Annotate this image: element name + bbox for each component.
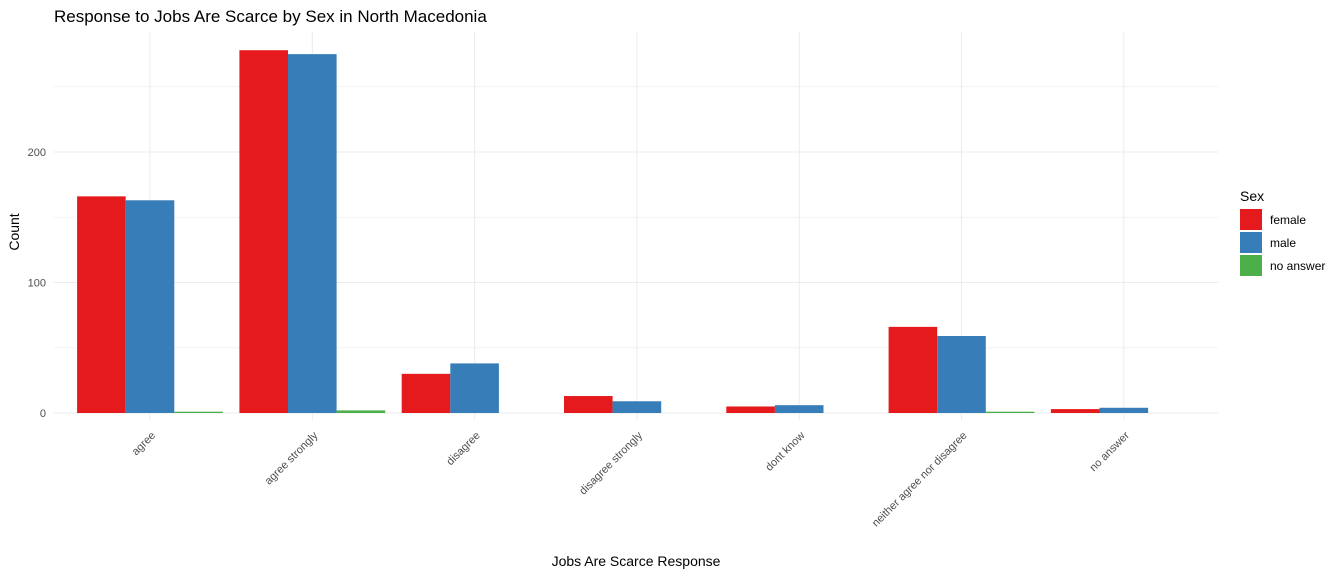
bar-male bbox=[1099, 407, 1149, 413]
chart-title: Response to Jobs Are Scarce by Sex in No… bbox=[54, 7, 487, 26]
bar-no-answer bbox=[174, 411, 223, 413]
y-axis-ticks: 0 100 200 bbox=[28, 147, 46, 420]
bar-female bbox=[401, 373, 451, 413]
bar-female bbox=[726, 406, 775, 413]
y-axis-title: Count bbox=[6, 213, 22, 250]
y-tick-label: 100 bbox=[28, 278, 46, 290]
bar-female bbox=[888, 326, 938, 413]
bar-male bbox=[288, 54, 337, 413]
y-tick-label: 200 bbox=[28, 147, 46, 159]
x-axis-ticks: agree agree strongly disagree disagree stro… bbox=[130, 429, 1132, 529]
legend-key-male bbox=[1240, 232, 1262, 253]
bar-female bbox=[1050, 409, 1100, 413]
x-tick-label: no answer bbox=[1088, 429, 1133, 474]
y-tick-label: 0 bbox=[40, 408, 46, 420]
legend-label: no answer bbox=[1270, 259, 1325, 273]
x-tick-label: disagree strongly bbox=[577, 429, 645, 497]
x-tick-label: agree bbox=[130, 430, 158, 458]
bar-male bbox=[450, 363, 499, 413]
bar-male bbox=[612, 401, 662, 413]
legend-items: female male no answer bbox=[1240, 209, 1325, 276]
bar-male bbox=[937, 336, 986, 413]
bar-male bbox=[774, 405, 824, 413]
legend-key-female bbox=[1240, 209, 1262, 230]
x-tick-label: neither agree nor disagree bbox=[870, 430, 970, 530]
x-tick-label: agree strongly bbox=[263, 429, 321, 487]
bar-female bbox=[77, 196, 126, 413]
bar-male bbox=[125, 200, 175, 413]
legend-key-no-answer bbox=[1240, 255, 1262, 276]
grid-lines bbox=[54, 32, 1218, 420]
bar-female bbox=[239, 50, 288, 414]
x-tick-label: dont know bbox=[763, 430, 807, 474]
x-axis-title: Jobs Are Scarce Response bbox=[552, 553, 721, 569]
legend: Sex female male no answer bbox=[1240, 188, 1325, 276]
legend-label: female bbox=[1270, 213, 1306, 227]
x-tick-label: disagree bbox=[444, 430, 482, 468]
bar-no-answer bbox=[985, 411, 1035, 413]
legend-label: male bbox=[1270, 236, 1296, 250]
bar-no-answer bbox=[336, 410, 386, 413]
legend-title: Sex bbox=[1240, 188, 1264, 204]
bar-female bbox=[564, 396, 613, 413]
bars bbox=[77, 50, 1149, 414]
